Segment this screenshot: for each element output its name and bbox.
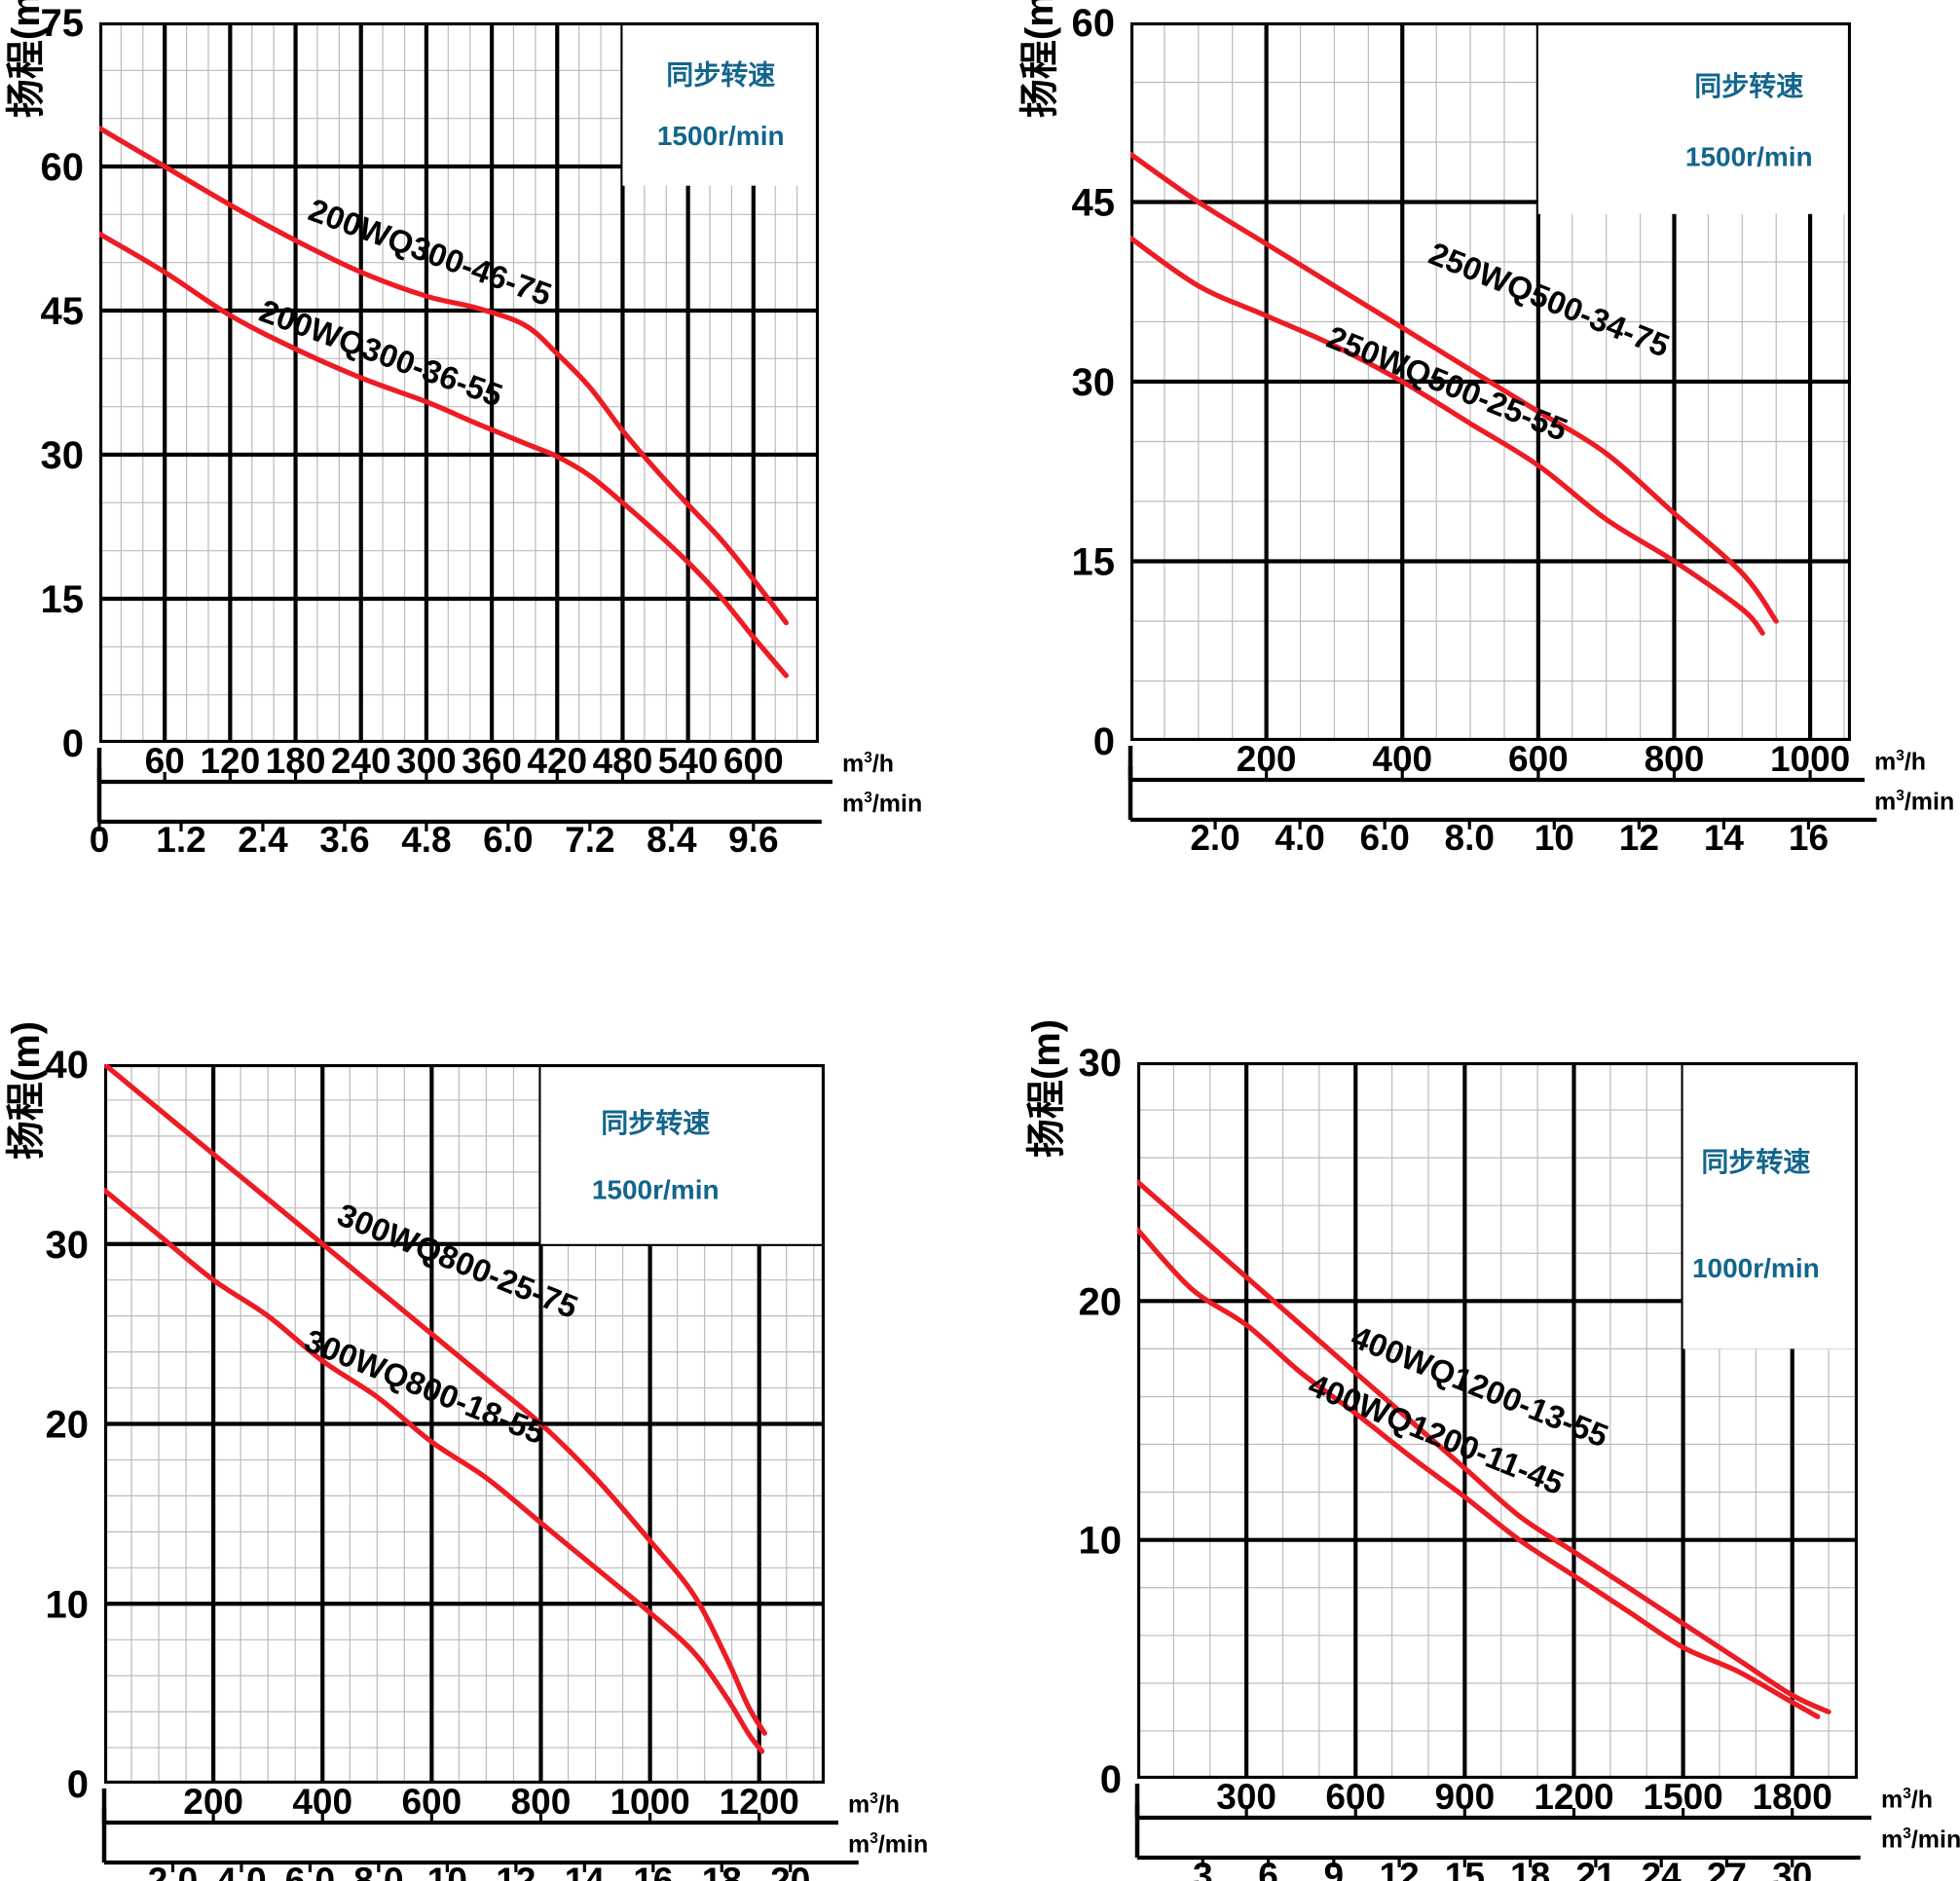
svg-text:扬程(m): 扬程(m) — [1025, 1019, 1068, 1158]
